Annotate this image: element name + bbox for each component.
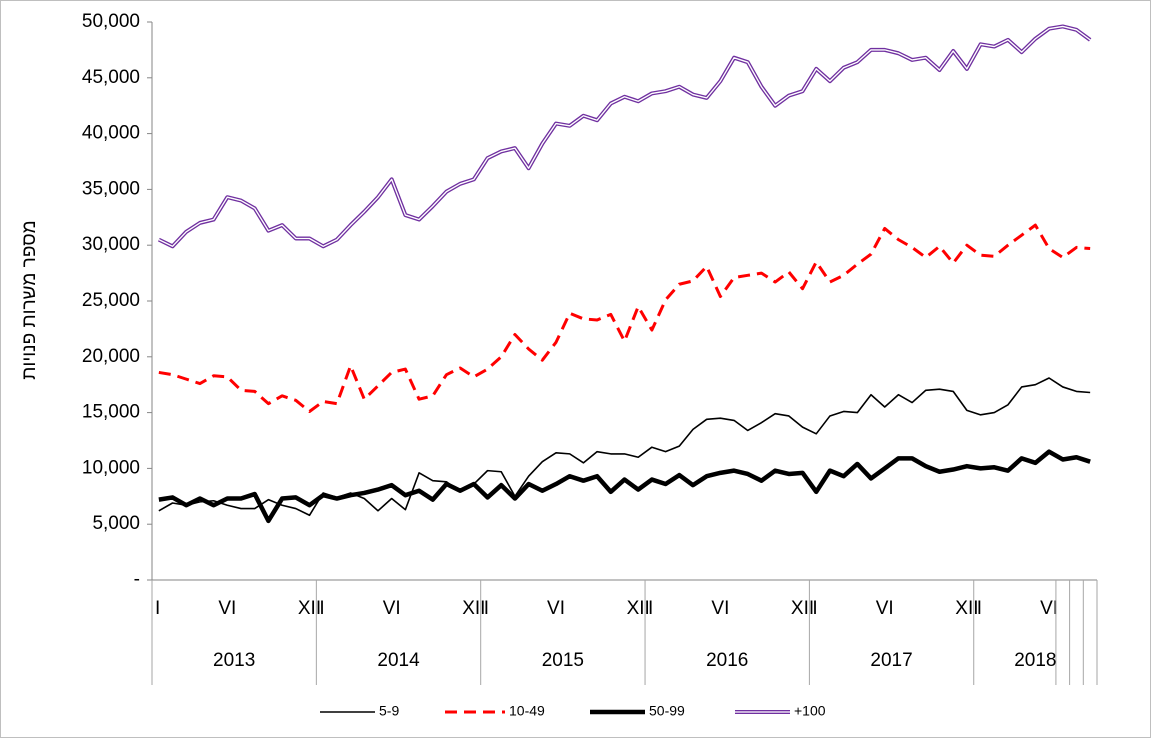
x-tick-label: VI <box>547 598 565 619</box>
x-tick-label: I <box>648 598 653 619</box>
legend-label: 5-9 <box>379 703 399 719</box>
x-tick-label: I <box>155 598 160 619</box>
x-tick-label: XII <box>955 598 978 619</box>
y-tick-label: - <box>134 569 140 590</box>
y-tick-label: 25,000 <box>82 290 140 311</box>
series-line <box>158 223 1091 413</box>
group-label: 2016 <box>706 650 748 671</box>
group-label: 2014 <box>377 650 420 671</box>
x-tick-label: I <box>319 598 324 619</box>
legend-label: 50-99 <box>649 703 685 719</box>
x-tick-label: VI <box>218 598 236 619</box>
y-tick-label: 10,000 <box>82 457 140 478</box>
series-line <box>158 449 1091 524</box>
group-label: 2018 <box>1014 650 1056 671</box>
x-tick-label: I <box>484 598 489 619</box>
x-tick-label: VI <box>383 598 401 619</box>
legend-label: +100 <box>794 703 826 719</box>
group-label: 2017 <box>870 650 912 671</box>
y-tick-label: 30,000 <box>82 234 140 255</box>
group-label: 2015 <box>542 650 584 671</box>
y-tick-label: 5,000 <box>92 513 140 534</box>
y-tick-label: 45,000 <box>82 67 140 88</box>
y-tick-label: 15,000 <box>82 402 140 423</box>
y-axis-label: מספר משרות פנויות <box>19 220 40 380</box>
x-tick-label: I <box>812 598 817 619</box>
x-tick-label: VI <box>876 598 894 619</box>
y-tick-label: 20,000 <box>82 346 140 367</box>
legend-label: 10-49 <box>509 703 545 719</box>
x-tick-label: I <box>977 598 982 619</box>
x-tick-label: VI <box>711 598 729 619</box>
x-tick-label: XII <box>298 598 321 619</box>
series-line-inner <box>158 25 1091 247</box>
x-tick-label: XII <box>462 598 485 619</box>
x-tick-label: VI <box>1040 598 1058 619</box>
series-line <box>158 377 1091 517</box>
x-tick-label: XII <box>627 598 650 619</box>
y-tick-label: 50,000 <box>82 11 140 32</box>
group-label: 2013 <box>213 650 255 671</box>
x-tick-label: XII <box>791 598 814 619</box>
y-tick-label: 35,000 <box>82 178 140 199</box>
y-tick-label: 40,000 <box>82 123 140 144</box>
